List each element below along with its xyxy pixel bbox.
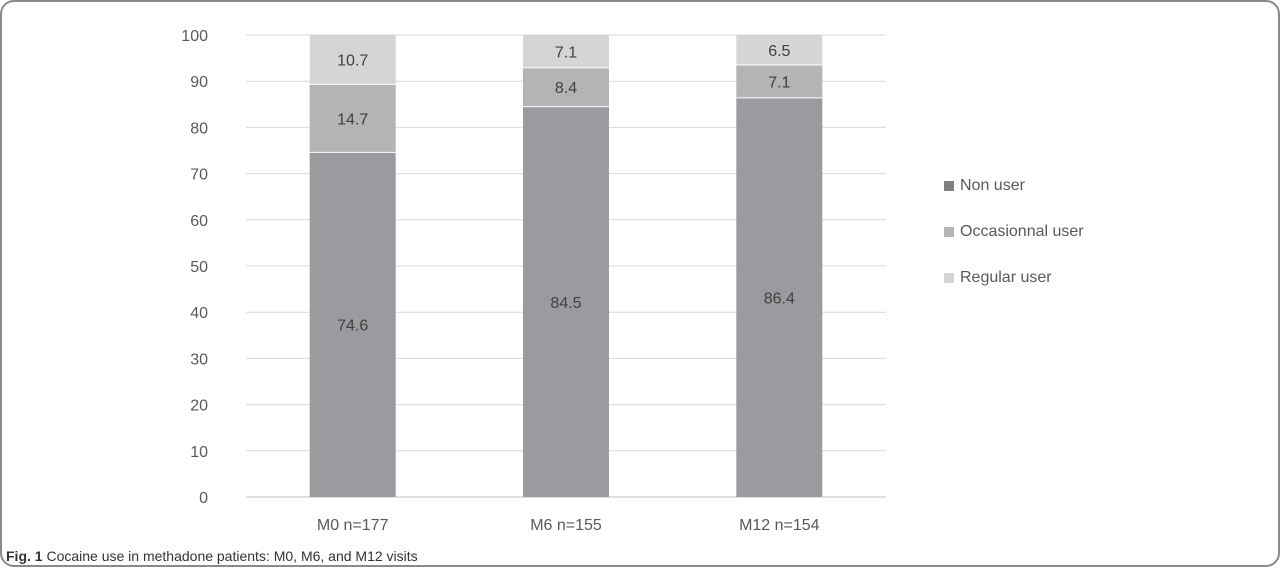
data-label: 84.5 xyxy=(550,295,581,312)
y-axis: 0 10 20 30 40 50 60 70 80 90 100 xyxy=(181,28,208,507)
legend-item: Non user xyxy=(944,176,1084,196)
legend-label: Non user xyxy=(960,177,1025,194)
y-tick-label: 80 xyxy=(190,120,208,137)
legend-item: Occasionnal user xyxy=(944,222,1084,242)
bar-segment xyxy=(736,35,823,66)
x-tick-label: M0 n=177 xyxy=(317,517,389,534)
legend-swatch xyxy=(944,227,954,237)
bar-segment xyxy=(523,106,609,498)
y-tick-label: 70 xyxy=(190,167,208,184)
y-tick-label: 0 xyxy=(199,490,208,507)
data-label: 14.7 xyxy=(337,111,368,128)
x-tick-label: M12 n=154 xyxy=(739,517,820,534)
caption-label: Fig. 1 xyxy=(6,548,43,564)
data-label: 7.1 xyxy=(768,74,790,91)
legend-label: Regular user xyxy=(960,269,1052,286)
y-tick-label: 90 xyxy=(190,74,208,91)
legend-swatch xyxy=(944,181,954,191)
bar-segment xyxy=(736,97,823,497)
bar-segment xyxy=(736,65,823,98)
legend-label: Occasionnal user xyxy=(960,223,1084,240)
x-axis: M0 n=177 M6 n=155 M12 n=154 xyxy=(317,517,820,534)
figure-caption: Fig. 1 Cocaine use in methadone patients… xyxy=(6,548,418,564)
data-label: 74.6 xyxy=(337,318,368,335)
data-label: 86.4 xyxy=(764,290,795,307)
data-label: 7.1 xyxy=(555,44,577,61)
legend-item: Regular user xyxy=(944,268,1084,288)
y-tick-label: 40 xyxy=(190,305,208,322)
legend: Non user Occasionnal user Regular user xyxy=(944,176,1084,314)
bar-segment xyxy=(309,152,396,497)
y-tick-label: 60 xyxy=(190,213,208,230)
data-label: 8.4 xyxy=(555,80,577,97)
y-tick-label: 30 xyxy=(190,351,208,368)
data-label: 6.5 xyxy=(768,43,790,60)
y-tick-label: 20 xyxy=(190,398,208,415)
bars: 74.6 14.7 10.7 84.5 8.4 7.1 86.4 7.1 6.5 xyxy=(309,35,823,498)
bar-segment xyxy=(309,84,396,153)
y-tick-label: 100 xyxy=(181,28,208,45)
bar-segment xyxy=(523,67,609,107)
legend-swatch xyxy=(944,273,954,283)
data-label: 10.7 xyxy=(337,53,368,70)
caption-text: Cocaine use in methadone patients: M0, M… xyxy=(46,548,418,564)
bar-segment xyxy=(309,35,396,85)
y-tick-label: 50 xyxy=(190,259,208,276)
x-tick-label: M6 n=155 xyxy=(530,517,602,534)
bar-segment xyxy=(523,35,609,68)
stacked-bar-chart: 0 10 20 30 40 50 60 70 80 90 100 74.6 14.7 10.7 84.5 8… xyxy=(181,28,886,534)
y-tick-label: 10 xyxy=(190,444,208,461)
